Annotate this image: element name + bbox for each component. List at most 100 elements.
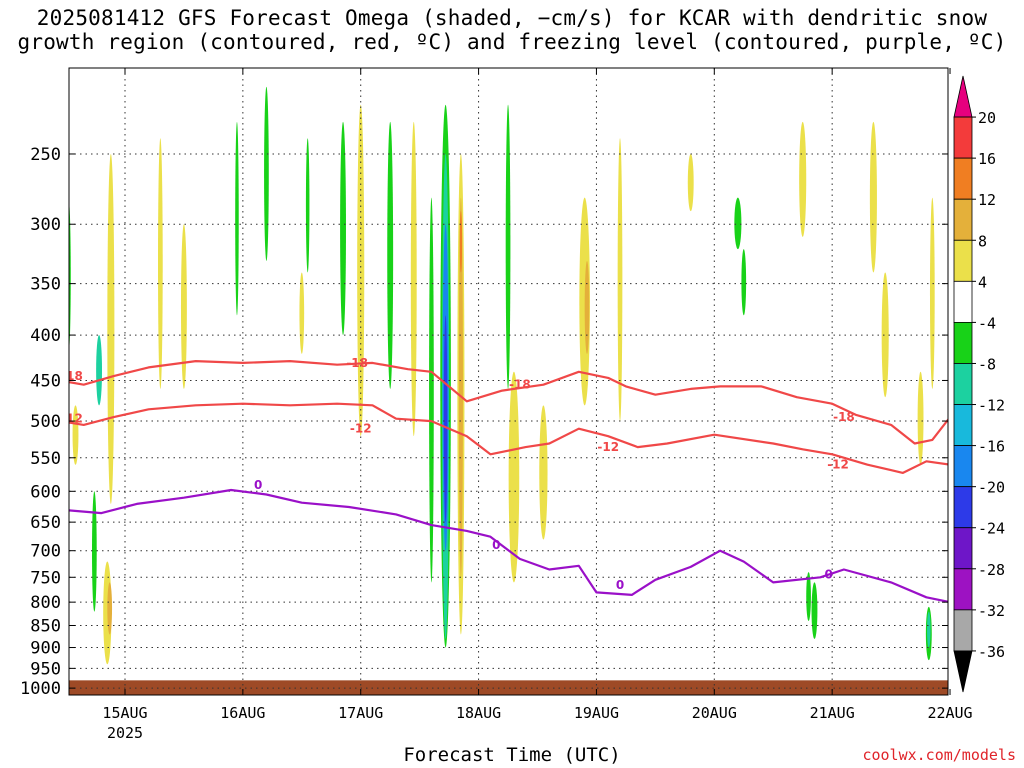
colorbar-bin-7: [953, 363, 973, 405]
x-tick-label-2: 17AUG: [338, 704, 383, 722]
colorbar-bin-3: [953, 198, 973, 241]
x-axis-label: Forecast Time (UTC): [403, 744, 621, 766]
chart-title-line1: 2025081412 GFS Forecast Omega (shaded, −…: [36, 6, 988, 30]
colorbar-label-0: 20: [978, 109, 996, 127]
y-tick-label-9: 700: [30, 542, 61, 562]
colorbar-bin-10: [953, 486, 973, 529]
omega-shade-36: [811, 582, 818, 639]
contour-label-1-3: -12: [827, 458, 849, 472]
x-tick-label-5: 20AUG: [692, 704, 737, 722]
colorbar-label-3: 8: [978, 232, 987, 250]
omega-shade-6: [72, 405, 79, 465]
colorbar-bin-9: [953, 445, 973, 488]
colorbar-label-6: -8: [978, 355, 996, 373]
colorbar-label-9: -20: [978, 479, 1005, 497]
omega-shade-10: [264, 86, 269, 261]
contour-label-2-3: 0: [824, 568, 832, 582]
contour-line-1: [69, 402, 948, 474]
colorbar-label-13: -36: [978, 643, 1005, 661]
colorbar-label-2: 12: [978, 191, 996, 209]
x-tick-label-6: 21AUG: [810, 704, 855, 722]
y-tick-label-6: 550: [30, 449, 61, 469]
contour-label-0-2: -18: [509, 378, 531, 392]
colorbar-bin-11: [953, 527, 973, 570]
omega-shade-27: [539, 405, 548, 540]
contour-label-0-0: -18: [61, 369, 83, 383]
omega-shade-4: [91, 491, 97, 612]
omega-shade-26: [508, 371, 520, 583]
colorbar-label-10: -24: [978, 520, 1005, 538]
colorbar-label-7: -12: [978, 397, 1005, 415]
colorbar-label-11: -28: [978, 561, 1005, 579]
colorbar-bin-12: [953, 568, 973, 611]
contour-label-0-1: -18: [346, 356, 368, 370]
colorbar-bin-1: [953, 116, 973, 159]
omega-shade-0: [107, 153, 115, 504]
x-tick-sublabel-0: 2025: [107, 724, 143, 742]
y-tick-label-2: 350: [30, 275, 61, 295]
colorbar-bin-2: [953, 157, 973, 200]
omega-shade-38: [881, 272, 889, 398]
colorbar-bin-13: [953, 609, 973, 652]
contour-label-0-3: -18: [833, 410, 855, 424]
contour-label-1-1: -12: [350, 422, 372, 436]
omega-shade-25: [505, 104, 511, 389]
y-tick-label-12: 850: [30, 617, 61, 637]
contour-line-2: [69, 488, 948, 603]
y-tick-label-8: 650: [30, 513, 61, 533]
contour-label-2-2: 0: [616, 578, 624, 592]
omega-shade-9: [235, 121, 239, 316]
credit-link[interactable]: coolwx.com/models: [862, 746, 1016, 764]
plot-area: -18 -18 -18 -18 -12 -12 -12 -12 0 0 0 0: [61, 68, 948, 695]
omega-shade-31: [687, 153, 694, 212]
omega-shade-34: [799, 121, 807, 237]
omega-shade-5: [69, 200, 71, 352]
colorbar-bin-0: [953, 75, 973, 118]
omega-shade-12: [305, 138, 310, 273]
y-tick-label-15: 1000: [20, 679, 61, 699]
omega-shade-11: [299, 272, 305, 354]
colorbar-bin-8: [953, 404, 973, 446]
x-tick-label-3: 18AUG: [456, 704, 501, 722]
colorbar-label-4: 4: [978, 273, 987, 291]
omega-shade-23: [458, 197, 463, 578]
omega-shade-2: [107, 582, 113, 635]
omega-shade-42: [929, 197, 935, 389]
omega-shade-7: [158, 138, 163, 389]
omega-shade-29: [584, 260, 590, 354]
contour-line-0: [69, 360, 948, 445]
omega-shade-37: [869, 121, 877, 273]
omega-shade-41: [927, 611, 931, 648]
colorbar-bin-6: [953, 321, 973, 364]
x-tick-label-1: 16AUG: [220, 704, 265, 722]
chart-title: 2025081412 GFS Forecast Omega (shaded, −…: [0, 6, 1024, 54]
omega-shade-13: [340, 121, 346, 336]
omega-shade-35: [806, 572, 811, 621]
y-tick-label-0: 250: [30, 145, 61, 165]
y-tick-label-10: 750: [30, 568, 61, 588]
colorbar-label-5: -4: [978, 314, 996, 332]
y-tick-label-1: 300: [30, 215, 61, 235]
colorbar-label-12: -32: [978, 602, 1005, 620]
colorbar-bin-14: [953, 650, 973, 693]
y-tick-label-4: 450: [30, 371, 61, 391]
colorbar-label-8: -16: [978, 438, 1005, 456]
omega-shade-39: [917, 371, 924, 465]
omega-shade-30: [617, 138, 623, 422]
contour-label-2-0: 0: [254, 478, 262, 492]
omega-shade-3: [96, 335, 103, 406]
omega-shade-21: [443, 315, 448, 523]
colorbar-bin-5: [953, 280, 973, 323]
omega-shade-32: [734, 197, 742, 250]
colorbar-bin-4: [953, 239, 973, 282]
contour-label-2-1: 0: [492, 538, 500, 552]
y-tick-label-11: 800: [30, 593, 61, 613]
colorbar-label-1: 16: [978, 150, 996, 168]
omega-shade-17: [429, 197, 434, 583]
omega-shade-14: [357, 104, 365, 437]
plot-frame: [68, 67, 949, 696]
y-tick-label-3: 400: [30, 326, 61, 346]
y-tick-label-5: 500: [30, 412, 61, 432]
omega-shade-8: [180, 224, 187, 389]
chart-title-line2: growth region (contoured, red, ºC) and f…: [17, 30, 1007, 54]
